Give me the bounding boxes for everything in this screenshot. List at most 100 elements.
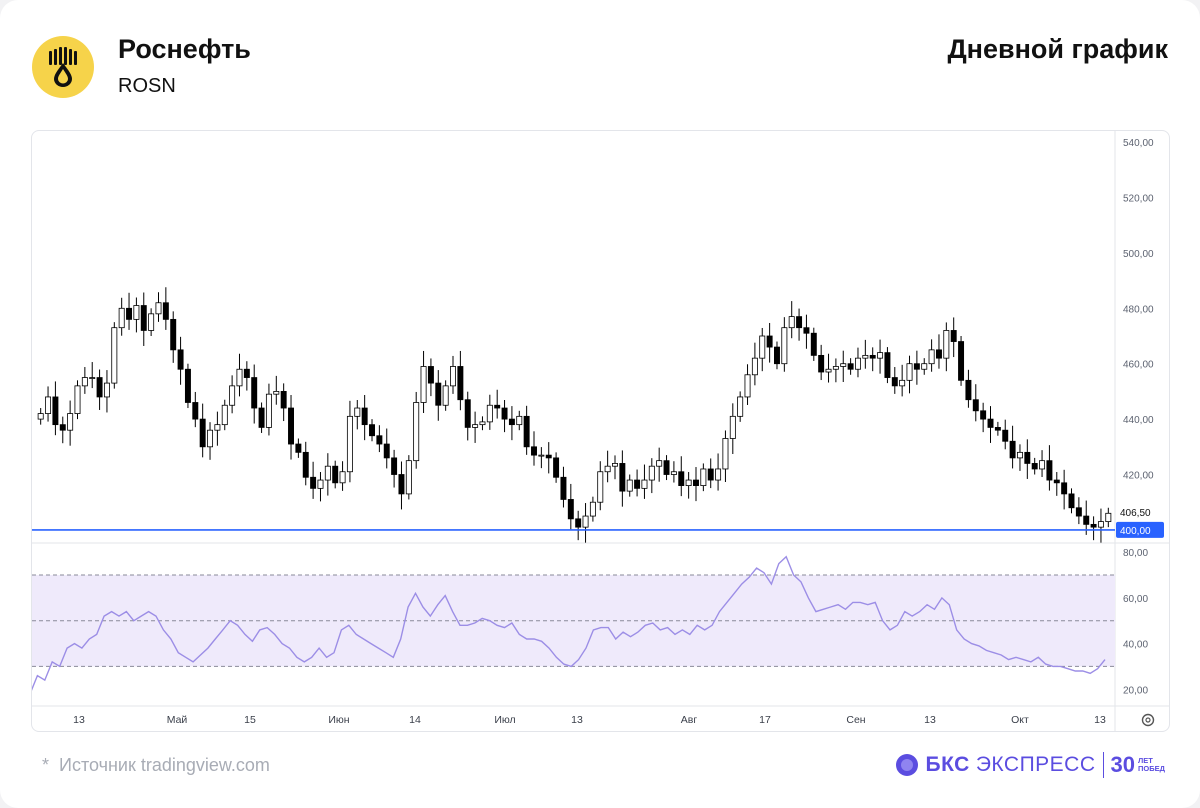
candle-up: [479, 421, 486, 426]
candle-down: [935, 349, 942, 359]
candle-up: [943, 330, 950, 359]
candle-up: [715, 468, 722, 481]
candle-down: [243, 368, 250, 378]
price-tick-label: 500,00: [1123, 249, 1154, 260]
price-tick-label: 460,00: [1123, 360, 1154, 371]
candle-down: [663, 460, 670, 475]
candle-up: [759, 335, 766, 359]
candle-up: [486, 404, 493, 423]
price-chart[interactable]: 540,00 520,00 500,00 480,00 460,00 440,00 420,…: [32, 131, 1169, 731]
price-tick-label: 480,00: [1123, 304, 1154, 315]
candle-up: [722, 438, 729, 470]
candle-down: [369, 424, 375, 437]
candle-up: [221, 404, 228, 426]
rsi-tick-label: 40,00: [1123, 640, 1148, 651]
candle-up: [744, 374, 751, 398]
candle-up: [626, 479, 633, 492]
candle-down: [560, 476, 567, 500]
time-tick-label: Июл: [494, 714, 515, 726]
bcs-circle-icon: [895, 754, 918, 776]
candle-up: [921, 363, 928, 370]
candle-up: [737, 396, 744, 417]
candle-up: [214, 424, 221, 431]
candle-down: [994, 427, 1001, 431]
time-tick-label: 13: [924, 714, 936, 726]
candle-up: [516, 415, 523, 426]
time-tick-label: 13: [571, 714, 583, 726]
candle-up: [450, 366, 456, 387]
candle-up: [148, 313, 155, 331]
time-tick-label: Сен: [846, 714, 865, 726]
candle-down: [810, 332, 817, 356]
candle-up: [729, 415, 736, 439]
candle-up: [788, 316, 795, 329]
candle-down: [508, 418, 515, 426]
candle-down: [140, 305, 147, 331]
candle-down: [184, 368, 191, 403]
candle-up: [67, 413, 74, 431]
candle-down: [707, 468, 714, 481]
price-tick-label: 440,00: [1123, 415, 1154, 426]
candle-up: [103, 382, 110, 398]
brand-regular: ЭКСПРЕСС: [975, 753, 1096, 776]
candle-down: [332, 465, 339, 484]
candle-down: [192, 402, 199, 420]
time-tick-label: 13: [73, 714, 85, 726]
candle-down: [634, 479, 641, 489]
candle-up: [317, 479, 324, 489]
brand-years-caption: ЛЕТ ПОБЕД: [1138, 756, 1165, 773]
candle-down: [1046, 460, 1053, 481]
source-text: Источник tradingview.com: [59, 755, 270, 775]
candle-up: [265, 393, 272, 428]
candle-down: [972, 399, 979, 412]
candle-down: [251, 377, 258, 409]
candle-up: [420, 366, 427, 403]
candle-down: [126, 307, 133, 320]
brand-separator: [1102, 752, 1104, 778]
candle-up: [612, 463, 618, 467]
company-title: Роснефть: [118, 34, 251, 64]
candle-up: [1016, 451, 1023, 459]
candle-down: [869, 354, 876, 359]
candle-up: [442, 385, 449, 406]
asterisk: *: [42, 755, 50, 775]
candle-up: [589, 501, 596, 517]
candle-down: [958, 341, 965, 381]
candle-up: [1105, 512, 1112, 523]
candle-down: [361, 407, 368, 426]
candle-down: [302, 451, 309, 478]
candle-down: [52, 396, 59, 426]
candle-down: [987, 418, 994, 428]
candles-group: [37, 287, 1112, 543]
candle-down: [531, 446, 537, 456]
candle-up: [405, 460, 412, 495]
chart-period-title: Дневной график: [947, 34, 1168, 64]
candle-up: [472, 424, 479, 428]
candle-up: [648, 465, 655, 481]
candle-up: [207, 429, 214, 448]
candle-down: [435, 382, 442, 406]
ticker-label: ROSN: [118, 75, 176, 97]
candle-down: [391, 457, 398, 475]
time-tick-label: Июн: [328, 714, 349, 726]
time-tick-label: 13: [1094, 714, 1106, 726]
candle-up: [825, 368, 832, 373]
rosneft-logo: [32, 36, 94, 98]
candle-down: [1090, 523, 1097, 528]
chart-panel[interactable]: 540,00 520,00 500,00 480,00 460,00 440,00 420,…: [31, 130, 1170, 732]
candle-up: [862, 354, 869, 359]
candle-down: [1002, 429, 1009, 442]
candle-up: [89, 377, 96, 379]
time-tick-label: 14: [409, 714, 421, 726]
candle-down: [796, 316, 803, 329]
gear-inner-ring: [1145, 717, 1151, 723]
candle-up: [155, 302, 162, 315]
candle-up: [656, 460, 663, 467]
candle-down: [464, 399, 471, 428]
candle-up: [413, 402, 420, 462]
candle-down: [891, 377, 898, 387]
candle-up: [700, 468, 707, 486]
gear-icon[interactable]: [1141, 713, 1155, 727]
time-tick-label: 17: [759, 714, 771, 726]
